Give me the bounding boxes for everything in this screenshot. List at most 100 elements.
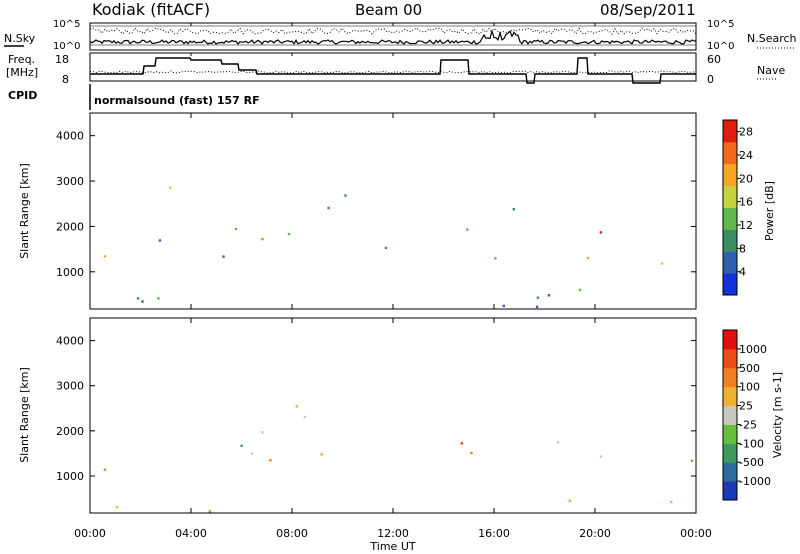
velocity-panel: 1000 2000 3000 4000 Slant Range [km] 1000 50… [18,317,784,514]
range-tick-label: 2000 [56,220,84,233]
power-cell [261,237,264,241]
mhz-label: [MHz] [6,66,38,79]
velocity-colorbar-label: Velocity [m s-1] [771,372,784,458]
velocity-cell [261,431,264,434]
frequency-panel: Freq. [MHz] 18 8 60 0 Nave [6,52,785,86]
velocity-cell [295,405,299,408]
nave-tick-bottom: 0 [707,73,714,86]
power-cell [222,255,225,258]
time-tick-label: 08:00 [276,527,308,540]
colorbar-swatch [723,273,737,296]
colorbar-swatch [723,251,737,274]
velocity-cell [556,441,560,444]
colorbar-swatch [723,424,737,444]
range-tick-label: 3000 [56,175,84,188]
colorbar-swatch [723,141,737,165]
colorbar-tick-label: -25 [739,418,757,431]
power-cell [141,300,144,303]
colorbar-tick-label: -100 [739,437,764,450]
velocity-colorbar: 1000 500 100 25 -25 -100 -500 -1000 [722,329,771,501]
velocity-cell [103,468,107,471]
power-cell [169,186,172,189]
velocity-cell [250,452,253,455]
colorbar-swatch [723,481,737,501]
velocity-panel-frame [89,317,697,514]
noise-left-tick-top: 10^5 [53,19,80,30]
colorbar-tick-label: 24 [739,149,753,162]
nsky-label: N.Sky [4,32,36,45]
colorbar-tick-label: 1000 [739,343,767,356]
colorbar-tick-label: 8 [739,242,746,255]
velocity-ylabel: Slant Range [km] [18,367,31,463]
power-cell [136,297,140,300]
power-cell [234,227,238,231]
power-cell [599,231,603,234]
range-tick-label: 1000 [56,470,84,483]
power-cell [586,257,590,260]
time-tick-label: 16:00 [478,527,510,540]
power-cell [158,239,162,242]
power-ylabel: Slant Range [km] [18,163,31,259]
power-colorbar: 4 8 12 16 20 24 28 [722,119,753,296]
velocity-cell [240,444,243,447]
range-tick-label: 2000 [56,425,84,438]
nsearch-label: N.Search [747,32,797,45]
nave-tick-top: 60 [707,53,721,66]
colorbar-swatch [723,367,737,388]
power-colorbar-label: Power [dB] [763,181,776,241]
cpid-panel: CPID normalsound (fast) 157 RF [8,84,260,110]
colorbar-swatch [723,163,737,187]
power-cell [466,228,469,231]
colorbar-swatch [723,405,737,425]
power-panel: 1000 2000 3000 4000 Slant Range [km] 4 8 12 16… [18,112,776,310]
range-tick-label: 3000 [56,380,84,393]
velocity-cell [269,459,272,462]
velocity-cell [320,453,323,456]
nave-trace [90,70,697,74]
colorbar-swatch [723,348,737,369]
colorbar-tick-label: -500 [739,456,764,469]
velocity-cell [470,451,473,455]
freq-label: Freq. [8,53,35,66]
noise-panel: N.Sky 10^5 10^0 10^5 10^0 N.Search [4,19,797,52]
power-cell [536,296,540,299]
power-cell [578,288,582,292]
colorbar-swatch [723,386,737,407]
colorbar-swatch [723,443,737,463]
colorbar-swatch [723,120,737,143]
beam-label: Beam 00 [355,1,422,19]
noise-left-tick-bottom: 10^0 [53,41,80,52]
colorbar-tick-label: 100 [739,381,760,394]
colorbar-swatch [723,462,737,482]
colorbar-swatch [723,185,737,208]
colorbar-tick-label: 12 [739,219,753,232]
colorbar-tick-label: 20 [739,172,753,185]
colorbar-swatch [723,207,737,230]
power-cell [384,246,388,250]
power-cell [547,294,551,297]
power-data [103,186,664,309]
frequency-panel-frame [89,52,697,82]
range-tick-label: 1000 [56,266,84,279]
time-tick-label: 12:00 [377,527,409,540]
time-tick-label: 00:00 [680,527,712,540]
frequency-trace [90,57,696,84]
time-tick-label: 00:00 [74,527,106,540]
cpid-text: normalsound (fast) 157 RF [94,94,260,107]
power-cell [344,194,347,197]
power-cell [494,257,497,260]
cpid-label: CPID [8,89,37,102]
velocity-cell [599,455,603,458]
velocity-cell [690,459,694,462]
freq-tick-top: 18 [55,53,69,66]
power-cell [103,255,107,258]
colorbar-swatch [723,229,737,252]
noise-right-tick-bottom: 10^0 [707,41,734,52]
velocity-data [103,405,694,513]
velocity-cell [568,499,572,502]
time-tick-label: 04:00 [175,527,207,540]
range-tick-label: 4000 [56,130,84,143]
noise-sky-trace [89,28,697,45]
power-cell [157,297,160,300]
